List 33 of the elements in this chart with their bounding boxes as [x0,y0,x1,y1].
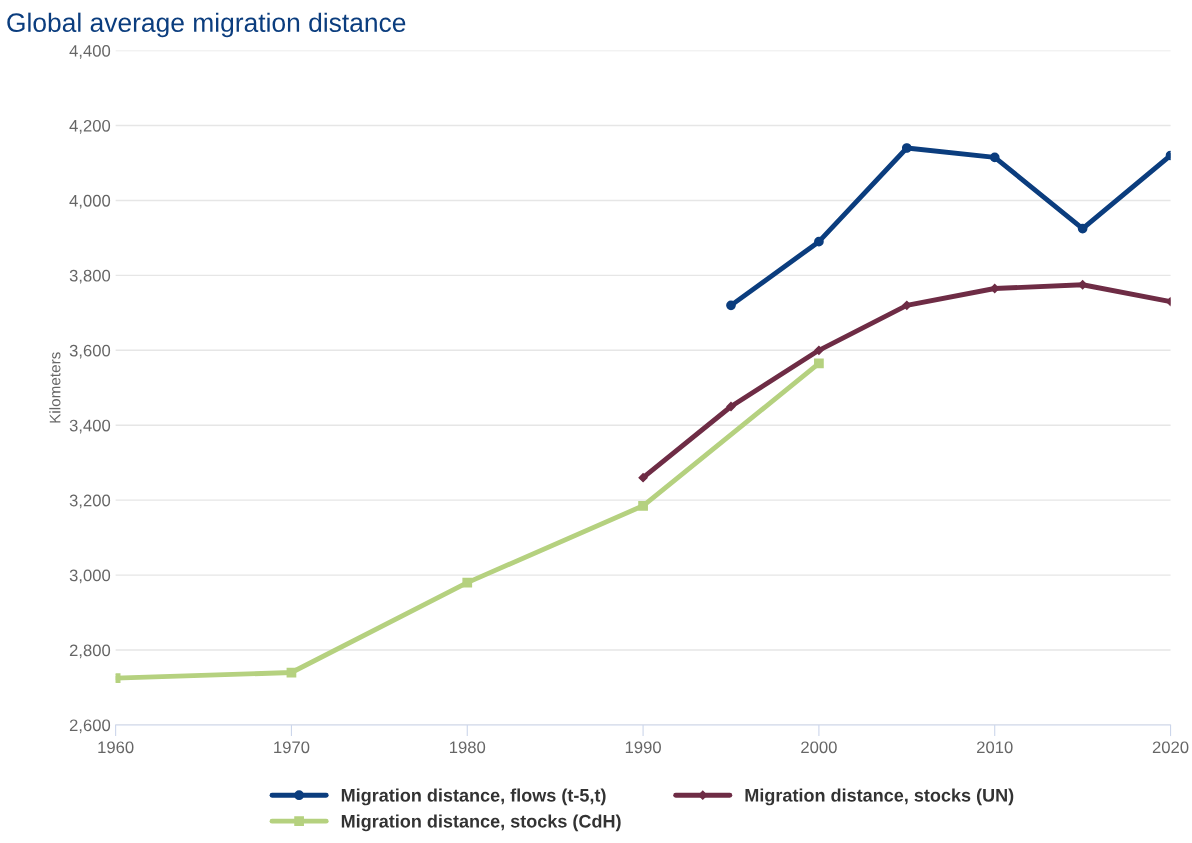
point [638,500,648,511]
point [462,577,473,588]
x-tick-label: 1980 [450,741,486,754]
point [814,358,824,369]
point [901,143,912,153]
point [814,345,824,355]
y-tick-label: 4,400 [69,44,111,59]
y-tick-label: 4,200 [69,119,111,134]
y-tick-label: 3,400 [69,419,111,434]
y-tick-label: 4,000 [69,194,111,209]
x-tick-label: 1960 [98,741,134,754]
point [814,236,824,247]
x-tick-label: 1970 [274,741,310,754]
y-tick-label: 3,800 [69,269,111,284]
x-tick-label: 2020 [1152,741,1189,754]
point [726,300,736,311]
y-tick-label: 2,600 [69,719,111,734]
legend-label: Migration distance, flows (t-5,t) [341,788,606,806]
chart-title: Global average migration distance [7,12,406,38]
legend-label: Migration distance, stocks (CdH) [341,814,621,832]
x-tick-label: 2000 [801,741,837,754]
point [638,473,648,483]
point [989,152,1000,163]
y-tick-label: 2,800 [69,644,111,659]
y-axis-title: Kilometers [49,352,61,423]
y-tick-label: 3,600 [69,344,111,359]
x-tick-label: 1990 [625,741,661,754]
legend-label: Migration distance, stocks (UN) [745,788,1014,806]
x-tick-label: 2010 [977,741,1013,754]
y-tick-label: 3,000 [69,569,111,584]
point [726,401,736,412]
point [1077,223,1088,234]
y-tick-label: 3,200 [69,494,111,509]
